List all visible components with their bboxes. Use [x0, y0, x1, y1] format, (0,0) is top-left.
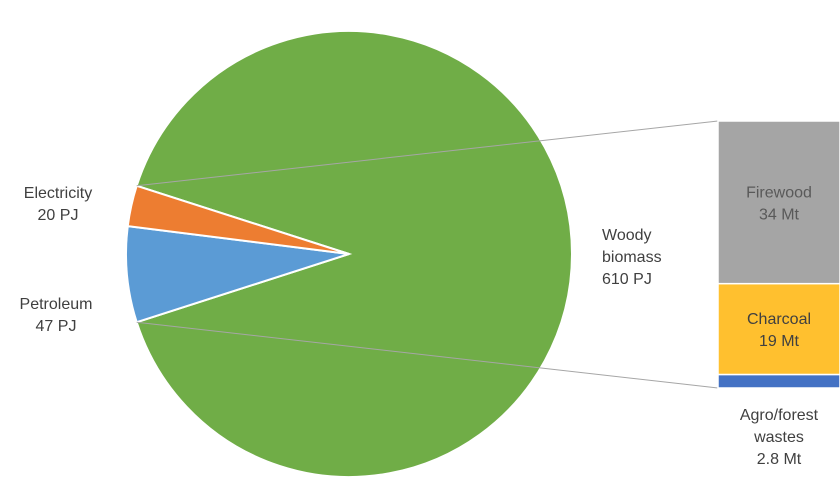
pie-slice-electricity [126, 184, 350, 255]
stacked-bar [717, 120, 840, 389]
pie-slice-woody-biomass [135, 30, 573, 478]
data-label-electricity: Electricity 20 PJ [24, 185, 92, 224]
data-labels: Woody biomass 610 PJ Petroleum 47 PJ Electric… [20, 184, 819, 468]
data-label-charcoal: Charcoal 19 Mt [747, 311, 811, 350]
connector-line-bottom [136, 321, 719, 389]
bar-segment-agro-forest-wastes [717, 373, 840, 389]
pie [125, 30, 573, 478]
data-label-firewood: Firewood 34 Mt [746, 184, 812, 223]
data-label-woody-biomass: Woody biomass 610 PJ [602, 227, 662, 288]
bar-segment-charcoal [717, 282, 840, 376]
data-label-agro-forest-wastes: Agro/forest wastes 2.8 Mt [740, 407, 819, 468]
connector-lines [136, 120, 719, 389]
data-label-petroleum: Petroleum 47 PJ [20, 296, 93, 335]
connector-line-top [136, 120, 719, 187]
bar-segment-firewood [717, 120, 840, 285]
